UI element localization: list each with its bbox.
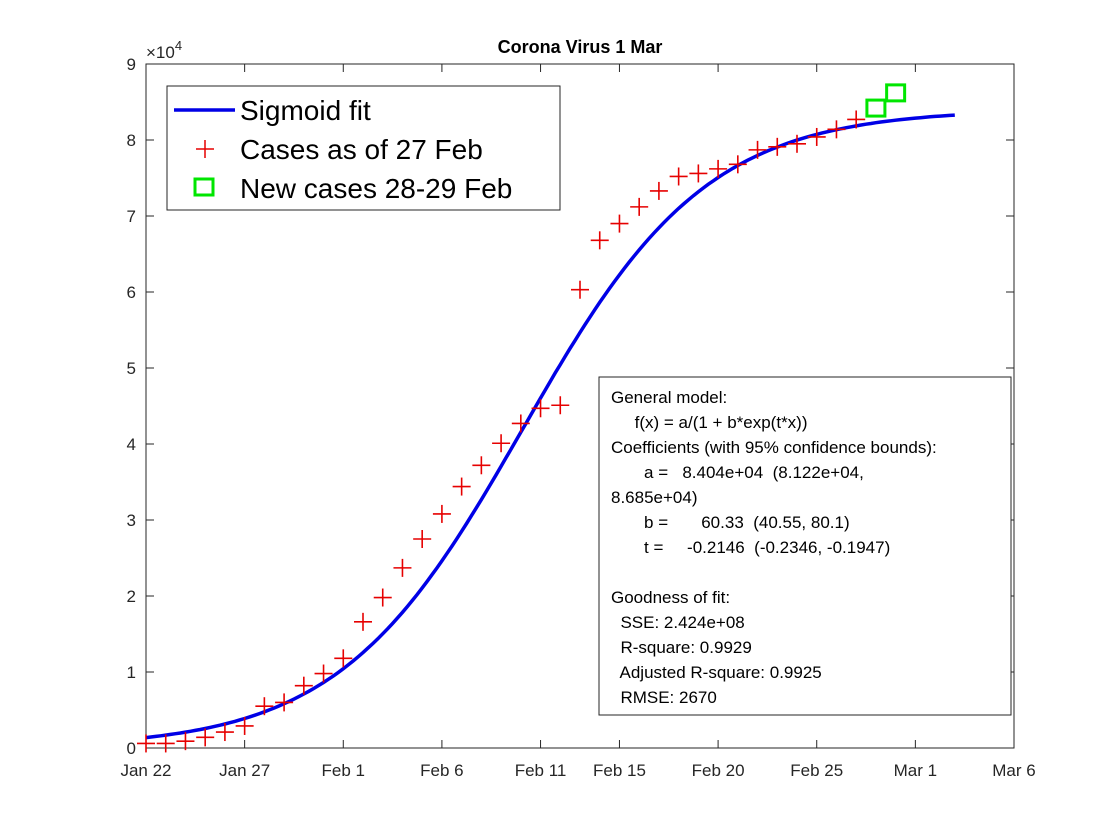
- fit-results-line: General model:: [611, 388, 727, 407]
- legend-label-new-cases: New cases 28-29 Feb: [240, 173, 512, 204]
- case-point: [610, 214, 629, 233]
- fit-results-line: t = -0.2146 (-0.2346, -0.1947): [611, 538, 890, 557]
- legend-box: [166, 85, 561, 211]
- case-point: [748, 140, 767, 159]
- case-point: [137, 734, 155, 753]
- y-tick-label: 6: [127, 283, 136, 302]
- case-point: [314, 664, 333, 683]
- x-tick-label: Feb 11: [515, 761, 567, 780]
- fit-results-line: SSE: 2.424e+08: [611, 613, 745, 632]
- case-point: [393, 558, 412, 577]
- fit-results-frame: [598, 376, 1012, 716]
- case-point: [768, 137, 787, 156]
- y-tick-label: 2: [127, 587, 136, 606]
- case-point: [294, 676, 313, 695]
- case-point: [373, 588, 392, 607]
- y-tick-label: 4: [127, 435, 136, 454]
- legend-label-cases: Cases as of 27 Feb: [240, 134, 483, 165]
- y-tick-label: 7: [127, 207, 136, 226]
- case-point: [472, 456, 491, 475]
- legend-plus-swatch: [196, 140, 214, 158]
- markers-layer: [137, 83, 907, 753]
- case-point: [649, 181, 668, 200]
- case-point: [452, 477, 471, 496]
- case-point: [807, 127, 826, 146]
- x-tick-label: Mar 6: [992, 761, 1035, 780]
- case-point: [669, 167, 688, 186]
- case-point: [156, 734, 175, 753]
- case-point: [788, 134, 806, 153]
- chart-title: Corona Virus 1 Mar: [498, 37, 663, 57]
- fit-results-line: Coefficients (with 95% confidence bounds…: [611, 438, 937, 457]
- x-tick-label: Feb 1: [322, 761, 365, 780]
- case-point: [689, 164, 708, 183]
- case-point: [432, 504, 451, 523]
- case-point: [176, 732, 195, 751]
- case-point: [571, 280, 589, 299]
- fit-results-line: a = 8.404e+04 (8.122e+04,: [611, 463, 864, 482]
- case-point: [630, 197, 649, 216]
- fit-curve-layer: [145, 113, 955, 740]
- legend-square-swatch: [193, 177, 215, 197]
- fit-results-line: RMSE: 2670: [611, 688, 717, 707]
- y-tick-label: 9: [127, 55, 136, 74]
- fit-results-line: 8.685e+04): [611, 488, 698, 507]
- y-exponent-label: ×104: [146, 38, 182, 62]
- case-point: [827, 120, 846, 139]
- case-point: [492, 434, 511, 453]
- fit-results-line: Goodness of fit:: [611, 588, 730, 607]
- fit-results-line: f(x) = a/(1 + b*exp(t*x)): [611, 413, 808, 432]
- case-point: [255, 697, 274, 716]
- case-point: [728, 155, 747, 174]
- fit-results-line: Adjusted R-square: 0.9925: [611, 663, 822, 682]
- y-tick-label: 1: [127, 663, 136, 682]
- fit-results-line: R-square: 0.9929: [611, 638, 752, 657]
- y-tick-label: 5: [127, 359, 136, 378]
- fit-results-line: b = 60.33 (40.55, 80.1): [611, 513, 850, 532]
- case-point: [235, 716, 254, 735]
- case-point: [275, 693, 294, 712]
- y-tick-label: 0: [127, 739, 136, 758]
- x-tick-label: Feb 25: [790, 761, 843, 780]
- y-tick-label: 8: [127, 131, 136, 150]
- sigmoid-fit-line: [145, 113, 955, 740]
- x-tick-label: Feb 15: [593, 761, 646, 780]
- fit-results-box: General model: f(x) = a/(1 + b*exp(t*x))…: [598, 376, 1012, 716]
- new-case-point: [865, 98, 887, 118]
- case-point: [334, 649, 353, 668]
- case-point: [709, 159, 728, 178]
- case-point: [196, 728, 215, 747]
- legend: Sigmoid fit Cases as of 27 Feb New cases…: [166, 85, 561, 211]
- case-point: [413, 530, 432, 548]
- case-point: [590, 231, 609, 250]
- case-point: [847, 110, 866, 129]
- x-tick-label: Feb 20: [692, 761, 745, 780]
- legend-label-fit: Sigmoid fit: [240, 95, 371, 126]
- fit-results-line: [611, 563, 616, 582]
- x-tick-label: Jan 22: [120, 761, 171, 780]
- y-tick-label: 3: [127, 511, 136, 530]
- axis-ticks: Jan 22 Jan 27 Feb 1 Feb 6 Feb 11 Feb 15 Feb 20…: [120, 55, 1035, 780]
- case-point: [511, 414, 530, 433]
- fit-results-text: General model: f(x) = a/(1 + b*exp(t*x))…: [611, 388, 937, 707]
- new-case-point: [885, 83, 907, 103]
- x-tick-label: Feb 6: [420, 761, 463, 780]
- x-tick-label: Jan 27: [219, 761, 270, 780]
- case-point: [531, 399, 550, 418]
- x-tick-label: Mar 1: [894, 761, 937, 780]
- case-point: [215, 723, 234, 742]
- plot-frame: [145, 63, 1015, 749]
- case-point: [354, 612, 372, 631]
- case-point: [551, 396, 570, 415]
